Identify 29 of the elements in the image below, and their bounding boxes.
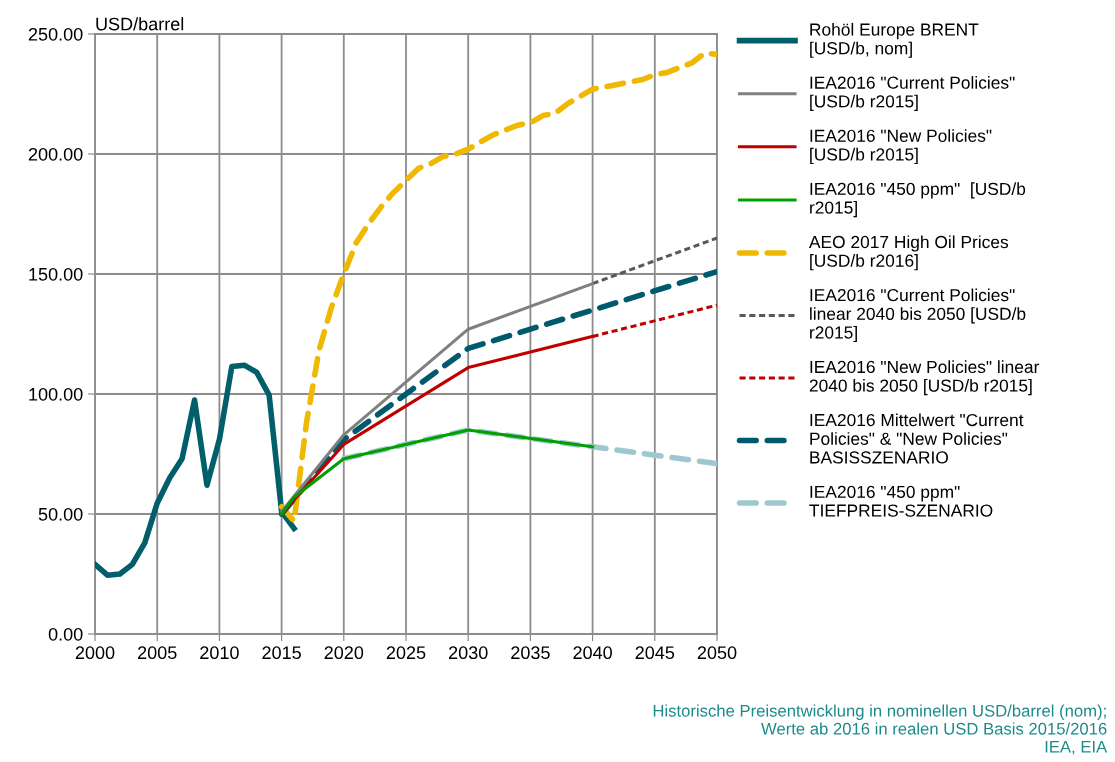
y-tick-label: 50.00 [38, 507, 83, 521]
legend-label: Rohöl Europe BRENT [USD/b, nom] [810, 22, 979, 58]
y-tick-label: 250.00 [28, 27, 83, 41]
x-tick-label: 2040 [573, 646, 612, 660]
x-tick-label: 2020 [324, 646, 364, 660]
y-axis-title: USD/barrel [96, 17, 184, 31]
legend-label: IEA2016 "New Policies" [USD/b r2015] [810, 129, 992, 165]
y-tick-label: 100.00 [29, 387, 83, 401]
legend-label: IEA2016 "450 ppm" TIEFPREIS-SZENARIO [809, 485, 993, 517]
x-tick-label: 2000 [75, 646, 115, 660]
y-tick-label: 200.00 [28, 147, 83, 161]
x-tick-label: 2030 [449, 646, 488, 660]
y-tick-label: 150.00 [29, 267, 83, 281]
legend-label: IEA2016 Mittelwert "Current Policies" & "New Policies" BASISSZENARIO [810, 413, 1024, 464]
legend-label: AEO 2017 High Oil Prices [USD/b r2016] [808, 235, 1009, 271]
legend-label: IEA2016 "New Policies" linear 2040 bis 2050 [USD/b r2015] [809, 360, 1040, 396]
x-tick-label: 2015 [262, 646, 301, 660]
line-series [280, 428, 595, 516]
legend-label: IEA2016 "450 ppm" [USD/b r2015] [810, 182, 1026, 218]
x-tick-label: 2050 [697, 646, 737, 660]
legend-label: IEA2016 "Current Policies" [USD/b r2015] [810, 76, 1015, 111]
x-tick-label: 2045 [635, 646, 675, 660]
legend-label: IEA2016 "Current Policies" linear 2040 bis 2050 [USD/b r2015] [810, 288, 1026, 343]
x-tick-label: 2025 [386, 646, 426, 660]
x-tick-label: 2010 [200, 646, 239, 660]
x-tick-label: 2035 [511, 646, 550, 660]
x-tick-label: 2005 [138, 646, 177, 660]
text: Historische Preisentwicklung in nominellen USD/barrel (nom); Werte ab 2016 in realen USD Basis 2015/2016 IEA, EIA [653, 704, 1108, 755]
y-tick-label: 0.00 [48, 627, 83, 641]
